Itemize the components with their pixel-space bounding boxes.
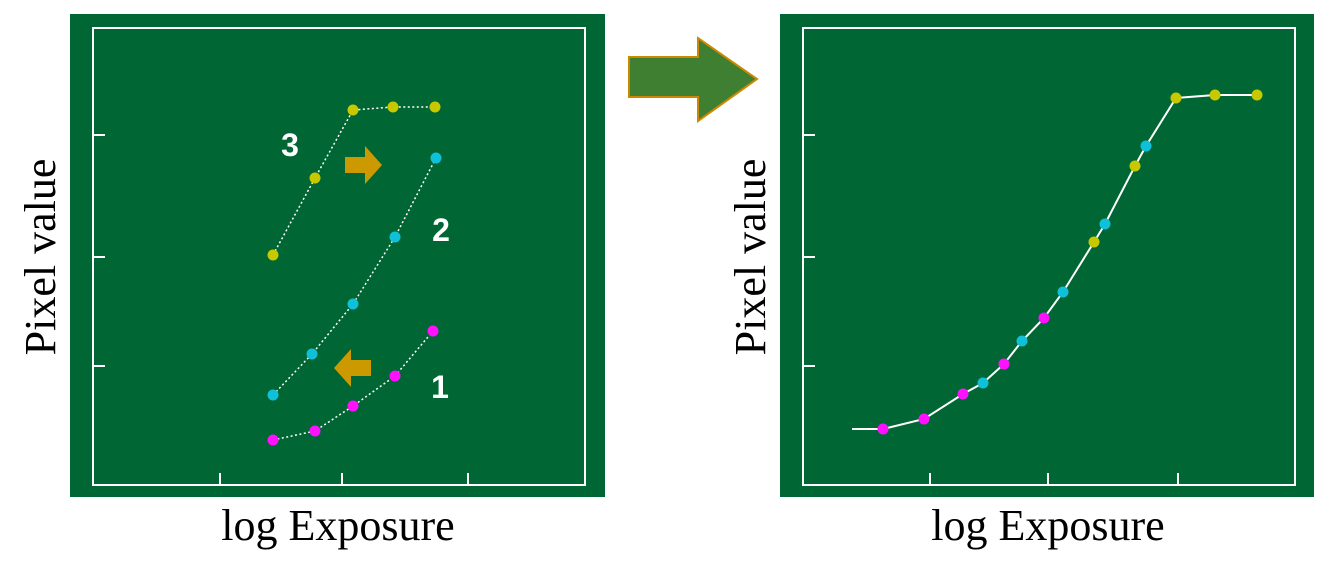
left-plot: 3 2 1 Pixel value log Exposure <box>16 14 605 550</box>
combined-curve <box>852 94 1257 430</box>
curve-label: 2 <box>432 212 450 248</box>
ticks <box>93 134 469 485</box>
curve-label: 3 <box>281 127 299 163</box>
right-plot: Pixel value log Exposure <box>726 14 1314 550</box>
panel <box>70 14 605 497</box>
x-axis-label: log Exposure <box>221 501 454 550</box>
curve-2 <box>272 157 437 396</box>
y-axis-label: Pixel value <box>16 159 65 356</box>
points-2 <box>267 152 442 401</box>
panel <box>780 14 1314 497</box>
points-1 <box>877 312 1050 435</box>
transition-arrow <box>628 36 759 123</box>
curve-label: 1 <box>431 369 449 405</box>
points-2 <box>977 140 1152 389</box>
points-3 <box>1088 89 1263 248</box>
shift-arrow-left <box>334 349 371 387</box>
ticks <box>803 134 1179 485</box>
points-3 <box>267 101 441 261</box>
y-axis-label: Pixel value <box>726 159 775 356</box>
x-axis-label: log Exposure <box>931 501 1164 550</box>
shift-arrow-right <box>345 146 382 184</box>
points-1 <box>267 325 439 446</box>
curve-1 <box>272 330 434 441</box>
